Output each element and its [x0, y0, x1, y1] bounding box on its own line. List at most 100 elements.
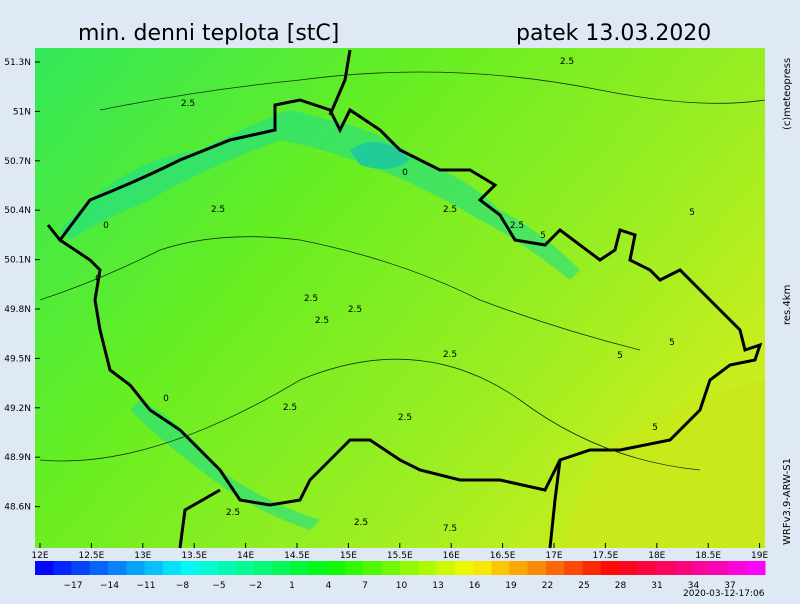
- colorbar-cell: [619, 561, 638, 575]
- lon-label: 14.5E: [284, 551, 310, 561]
- colorbar-label: −5: [212, 581, 225, 591]
- colorbar-cell: [710, 561, 729, 575]
- title: min. denni teplota [stC]: [78, 21, 339, 46]
- lat-label: 50.7N: [4, 157, 31, 167]
- colorbar-cell: [217, 561, 237, 575]
- colorbar-label: 16: [469, 581, 481, 591]
- colorbar-cell: [162, 561, 182, 575]
- colorbar-cell: [418, 561, 437, 575]
- colorbar-cell: [491, 561, 510, 575]
- colorbar-cell: [71, 561, 91, 575]
- colorbar-label: 25: [578, 581, 589, 591]
- lon-label: 13.5E: [181, 551, 207, 561]
- contour-label: 2.5: [510, 221, 524, 231]
- colorbar-cell: [199, 561, 218, 575]
- contour-label: 2.5: [398, 413, 412, 423]
- contour-label: 2.5: [181, 99, 195, 109]
- lat-label: 50.4N: [4, 206, 31, 216]
- date: patek 13.03.2020: [516, 21, 711, 46]
- lon-label: 12E: [31, 551, 48, 561]
- colorbar-cell: [181, 561, 200, 575]
- contour-label: 5: [689, 208, 695, 218]
- contour-label: 2.5: [560, 57, 574, 67]
- contour-label: 0: [103, 221, 109, 231]
- map: [35, 48, 766, 549]
- colorbar-label: −2: [249, 581, 262, 591]
- colorbar-label: 37: [724, 581, 735, 591]
- colorbar-cell: [564, 561, 583, 575]
- colorbar-cell: [454, 561, 474, 575]
- lat-label: 48.6N: [4, 503, 31, 513]
- colorbar-cell: [35, 561, 54, 575]
- colorbar-cell: [53, 561, 72, 575]
- colorbar-cell: [400, 561, 419, 575]
- contour-label: 2.5: [304, 294, 318, 304]
- lat-label: 49.2N: [4, 404, 31, 414]
- colorbar-cell: [509, 561, 529, 575]
- colorbar-label: 31: [651, 581, 662, 591]
- colorbar-cell: [673, 561, 693, 575]
- colorbar-cell: [254, 561, 273, 575]
- contour-label: 0: [163, 394, 169, 404]
- lon-label: 15.5E: [387, 551, 413, 561]
- colorbar-cell: [272, 561, 291, 575]
- contour-label: 0: [95, 274, 101, 284]
- colorbar-cell: [108, 561, 127, 575]
- colorbar-cell: [582, 561, 602, 575]
- contour-label: 2.5: [443, 350, 457, 360]
- colorbar-cell: [692, 561, 711, 575]
- colorbar-cell: [637, 561, 656, 575]
- lon-label: 19E: [751, 551, 768, 561]
- colorbar-cell: [126, 561, 145, 575]
- lon-label: 16E: [443, 551, 460, 561]
- contour-label: 2.5: [211, 205, 225, 215]
- lon-label: 13E: [134, 551, 151, 561]
- lat-label: 49.5N: [4, 354, 31, 364]
- lon-label: 17.5E: [593, 551, 619, 561]
- contour-label: 2.5: [315, 316, 329, 326]
- colorbar-cell: [600, 561, 620, 575]
- lat-label: 49.8N: [4, 305, 31, 315]
- colorbar-cell: [746, 561, 766, 575]
- colorbar-cell: [527, 561, 547, 575]
- timestamp: 2020-03-12-17:06: [683, 589, 765, 599]
- colorbar-cell: [235, 561, 255, 575]
- lon-label: 17E: [545, 551, 562, 561]
- colorbar-cell: [655, 561, 675, 575]
- colorbar-label: −17: [64, 581, 83, 591]
- lon-label: 15E: [340, 551, 357, 561]
- colorbar-cell: [436, 561, 456, 575]
- lon-label: 12.5E: [79, 551, 105, 561]
- colorbar-cell: [381, 561, 401, 575]
- colorbar-cell: [327, 561, 346, 575]
- lon-label: 18.5E: [695, 551, 721, 561]
- colorbar-label: 1: [289, 581, 295, 591]
- lat-label: 48.9N: [4, 453, 31, 463]
- colorbar-label: 13: [432, 581, 443, 591]
- colorbar-cell: [308, 561, 328, 575]
- colorbar-cell: [473, 561, 492, 575]
- contour-label: 2.5: [354, 518, 368, 528]
- contour-label: 5: [669, 338, 675, 348]
- lat-label: 51N: [13, 107, 31, 117]
- model-name: WRFv3.9-ARW-S1: [782, 458, 793, 545]
- lat-label: 51.3N: [4, 58, 31, 68]
- lon-label: 16.5E: [490, 551, 516, 561]
- copyright: (c)meteopress: [782, 58, 793, 130]
- lon-label: 14E: [237, 551, 254, 561]
- colorbar-label: −8: [176, 581, 190, 591]
- colorbar-label: 34: [688, 581, 700, 591]
- contour-label: 5: [617, 351, 623, 361]
- contour-label: 2.5: [283, 403, 297, 413]
- colorbar-cell: [546, 561, 565, 575]
- colorbar-cell: [728, 561, 748, 575]
- colorbar-label: 7: [362, 581, 368, 591]
- colorbar-cell: [144, 561, 164, 575]
- contour-label: 2.5: [348, 305, 362, 315]
- colorbar-label: −14: [100, 581, 119, 591]
- contour-label: 0: [402, 168, 408, 178]
- colorbar-label: −11: [137, 581, 156, 591]
- colorbar-label: 28: [615, 581, 627, 591]
- contour-label: 7.5: [443, 524, 457, 534]
